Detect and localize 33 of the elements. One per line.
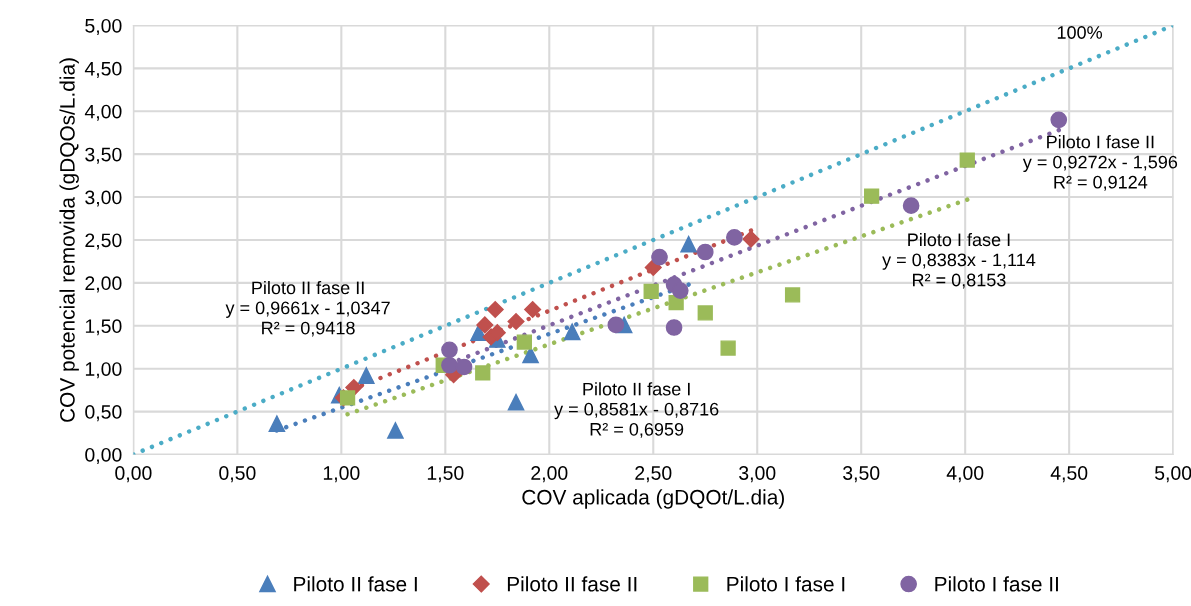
legend-label: Piloto I fase II: [935, 576, 1058, 592]
legend-label: Piloto II fase II: [507, 576, 637, 592]
annotation: 100%: [1057, 26, 1103, 39]
x-tick-label: 3,50: [843, 466, 880, 483]
annotation: Piloto II fase II y = 0,9661x - 1,0347 R² = 0,9418: [225, 280, 390, 337]
annotation: Piloto II fase I y = 0,8581x - 0,8716 R² = 0,6959: [554, 382, 719, 438]
x-tick-label: 5,00: [1154, 466, 1191, 483]
x-axis-title: COV aplicada (gDQOt/L.dia): [522, 489, 784, 509]
y-tick-label: 0,50: [85, 405, 122, 422]
y-tick-label: 1,00: [85, 362, 122, 379]
annotation: Piloto I fase II y = 0,9272x - 1,596 R² = 0,9124: [1022, 135, 1178, 191]
y-tick-label: 4,50: [84, 61, 122, 78]
x-tick-label: 1,00: [323, 466, 360, 483]
x-tick-label: 4,50: [1050, 466, 1088, 483]
x-tick-label: 4,00: [946, 466, 984, 483]
y-tick-label: 3,00: [85, 190, 122, 207]
legend-label: Piloto I fase I: [727, 576, 845, 592]
y-tick-label: 0,00: [85, 447, 122, 465]
y-tick-label: 5,00: [85, 18, 122, 35]
y-tick-label: 3,50: [85, 147, 122, 164]
y-tick-label: 2,50: [85, 233, 122, 250]
x-tick-label: 0,00: [115, 466, 152, 483]
x-tick-label: 2,50: [635, 466, 672, 483]
y-tick-label: 1,50: [85, 319, 122, 336]
y-tick-label: 4,00: [84, 104, 122, 121]
x-tick-label: 1,50: [427, 466, 464, 483]
x-tick-label: 3,00: [739, 466, 776, 483]
legend-label: Piloto II fase I: [294, 576, 417, 592]
x-tick-label: 0,50: [219, 466, 256, 483]
annotation: Piloto I fase I y = 0,8383x - 1,114 R² = 0,8153: [882, 232, 1036, 289]
x-tick-label: 2,00: [531, 466, 568, 483]
y-axis-title: COV potencial removida (gDQOs/L.dia): [59, 58, 79, 422]
y-tick-label: 2,00: [85, 276, 122, 293]
